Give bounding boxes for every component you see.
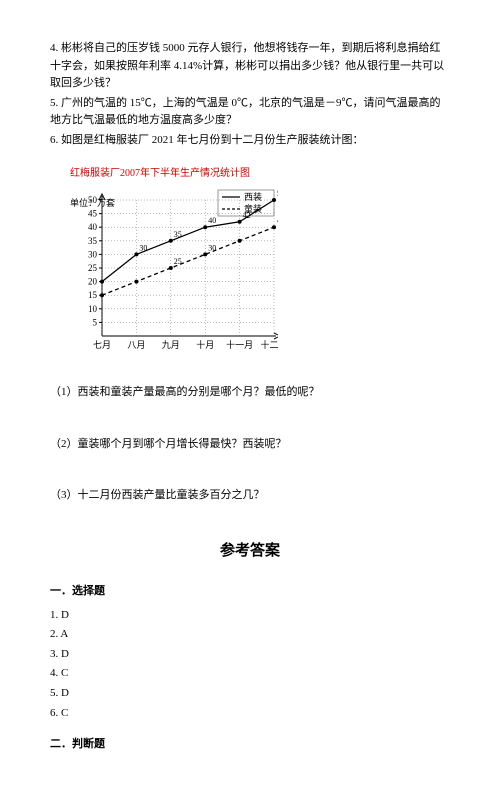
- svg-text:30: 30: [208, 243, 216, 252]
- answer-1: 1. D: [50, 607, 450, 625]
- svg-text:40: 40: [277, 216, 278, 225]
- answer-3: 3. D: [50, 646, 450, 664]
- svg-text:45: 45: [88, 208, 98, 218]
- answer-2: 2. A: [50, 626, 450, 644]
- svg-text:50: 50: [277, 189, 278, 198]
- answers-heading: 参考答案: [50, 539, 450, 563]
- svg-text:42: 42: [243, 210, 251, 219]
- question-4: 4. 彬彬将自己的压岁钱 5000 元存人银行，他想将钱存一年，到期后将利息捐给…: [50, 40, 450, 93]
- svg-text:八月: 八月: [127, 340, 145, 350]
- svg-text:20: 20: [88, 276, 98, 286]
- answers-section-1: 一．选择题: [50, 583, 450, 601]
- svg-text:西装: 西装: [244, 191, 262, 202]
- svg-text:25: 25: [88, 263, 98, 273]
- answers-section-2: 二．判断题: [50, 736, 450, 754]
- svg-text:35: 35: [174, 229, 182, 238]
- answer-4: 4. C: [50, 665, 450, 683]
- svg-text:25: 25: [174, 257, 182, 266]
- svg-text:5: 5: [93, 317, 98, 327]
- chart-title: 红梅服装厂2007年下半年生产情况统计图: [70, 166, 278, 182]
- svg-text:35: 35: [88, 235, 98, 245]
- line-chart: 西装童装单位：万套5101520253035404550七月八月九月十月十一月十…: [68, 188, 278, 356]
- svg-text:15: 15: [88, 290, 98, 300]
- svg-text:九月: 九月: [162, 340, 180, 350]
- question-6: 6. 如图是红梅服装厂 2021 年七月份到十二月份生产服装统计图：: [50, 132, 450, 150]
- svg-text:30: 30: [139, 243, 147, 252]
- svg-text:40: 40: [88, 222, 98, 232]
- svg-text:十月: 十月: [196, 339, 214, 350]
- svg-text:10: 10: [88, 303, 98, 313]
- svg-text:30: 30: [88, 249, 98, 259]
- svg-text:七月: 七月: [93, 340, 111, 350]
- subquestion-1: （1）西装和童装产量最高的分别是哪个月？最低的呢？: [50, 384, 450, 402]
- answer-6: 6. C: [50, 705, 450, 723]
- subquestion-3: （3）十二月份西装产量比童装多百分之几？: [50, 487, 450, 505]
- question-5: 5. 广州的气温的 15℃，上海的气温是 0℃，北京的气温是－9℃，请问气温最高…: [50, 95, 450, 130]
- subquestion-2: （2）童装哪个月到哪个月增长得最快？西装呢？: [50, 436, 450, 454]
- svg-text:50: 50: [88, 195, 98, 205]
- answer-5: 5. D: [50, 685, 450, 703]
- chart-container: 红梅服装厂2007年下半年生产情况统计图 西装童装单位：万套5101520253…: [68, 166, 278, 363]
- svg-text:十一月: 十一月: [226, 339, 253, 350]
- svg-text:十二月: 十二月: [260, 339, 278, 350]
- svg-text:40: 40: [208, 216, 216, 225]
